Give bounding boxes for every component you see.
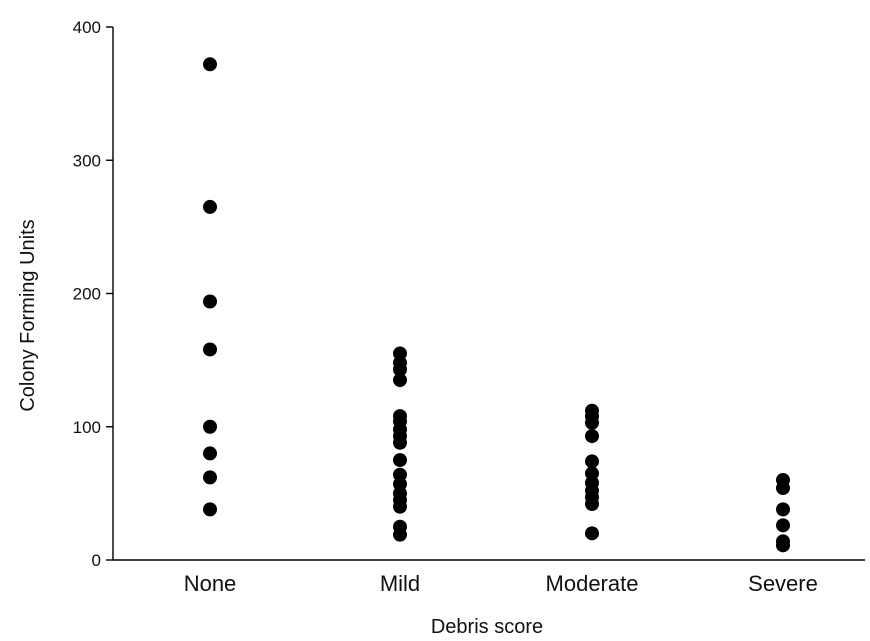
data-point [393, 453, 407, 468]
data-point [776, 518, 790, 533]
x-tick-label: Mild [380, 571, 420, 596]
y-tick-label: 300 [73, 151, 101, 170]
data-point [203, 419, 217, 434]
y-tick-label: 400 [73, 18, 101, 37]
data-points [203, 57, 790, 553]
data-point [203, 199, 217, 214]
axes [112, 27, 865, 561]
data-point [776, 538, 790, 553]
data-point [393, 362, 407, 377]
data-point [203, 470, 217, 485]
data-point [585, 454, 599, 469]
y-axis-title: Colony Forming Units [17, 219, 39, 411]
data-point [393, 499, 407, 514]
y-tick-label: 0 [92, 551, 101, 570]
x-ticks: None Mild Moderate Severe [184, 571, 818, 596]
data-point [203, 57, 217, 72]
y-tick-label: 200 [73, 285, 101, 304]
data-point [776, 481, 790, 496]
y-ticks: 0 100 200 300 400 [73, 18, 113, 570]
data-point [203, 294, 217, 309]
x-tick-label: Severe [748, 571, 818, 596]
y-tick-label: 100 [73, 418, 101, 437]
data-point [585, 429, 599, 444]
data-point [393, 527, 407, 542]
data-point [776, 502, 790, 517]
data-point [585, 526, 599, 541]
data-point [203, 342, 217, 357]
data-point [393, 373, 407, 388]
x-tick-label: None [184, 571, 237, 596]
x-tick-label: Moderate [546, 571, 639, 596]
data-point [203, 502, 217, 517]
x-axis-title: Debris score [431, 616, 543, 638]
data-point [393, 435, 407, 450]
data-point [585, 497, 599, 512]
data-point [585, 415, 599, 430]
data-point [203, 446, 217, 461]
